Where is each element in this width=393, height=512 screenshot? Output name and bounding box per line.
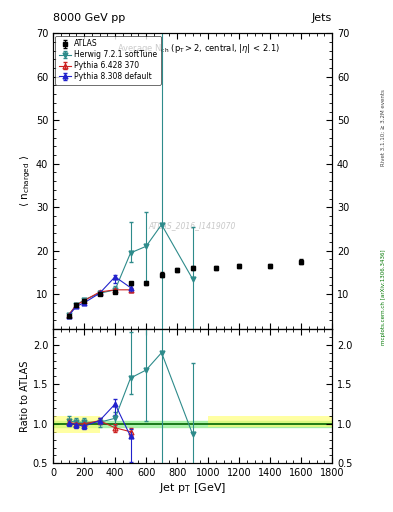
- Y-axis label: Ratio to ATLAS: Ratio to ATLAS: [20, 360, 30, 432]
- Text: 8000 GeV pp: 8000 GeV pp: [53, 13, 125, 23]
- Text: ATLAS_2016_I1419070: ATLAS_2016_I1419070: [149, 221, 236, 230]
- Text: mcplots.cern.ch [arXiv:1306.3436]: mcplots.cern.ch [arXiv:1306.3436]: [381, 249, 386, 345]
- Bar: [208, 416, 332, 427]
- Text: Jets: Jets: [312, 13, 332, 23]
- Text: Average N$_{\rm ch}$ (p$_{\rm T}$$>$2, central, $|\eta|$ < 2.1): Average N$_{\rm ch}$ (p$_{\rm T}$$>$2, c…: [117, 42, 279, 55]
- Y-axis label: $\langle$ n$_{\rm charged}$ $\rangle$: $\langle$ n$_{\rm charged}$ $\rangle$: [18, 155, 33, 207]
- Bar: [53, 416, 99, 433]
- Bar: [53, 421, 332, 427]
- Text: Rivet 3.1.10; ≥ 3.2M events: Rivet 3.1.10; ≥ 3.2M events: [381, 90, 386, 166]
- X-axis label: Jet p$_{\rm T}$ [GeV]: Jet p$_{\rm T}$ [GeV]: [159, 481, 226, 495]
- Legend: ATLAS, Herwig 7.2.1 softTune, Pythia 6.428 370, Pythia 8.308 default: ATLAS, Herwig 7.2.1 softTune, Pythia 6.4…: [55, 35, 161, 85]
